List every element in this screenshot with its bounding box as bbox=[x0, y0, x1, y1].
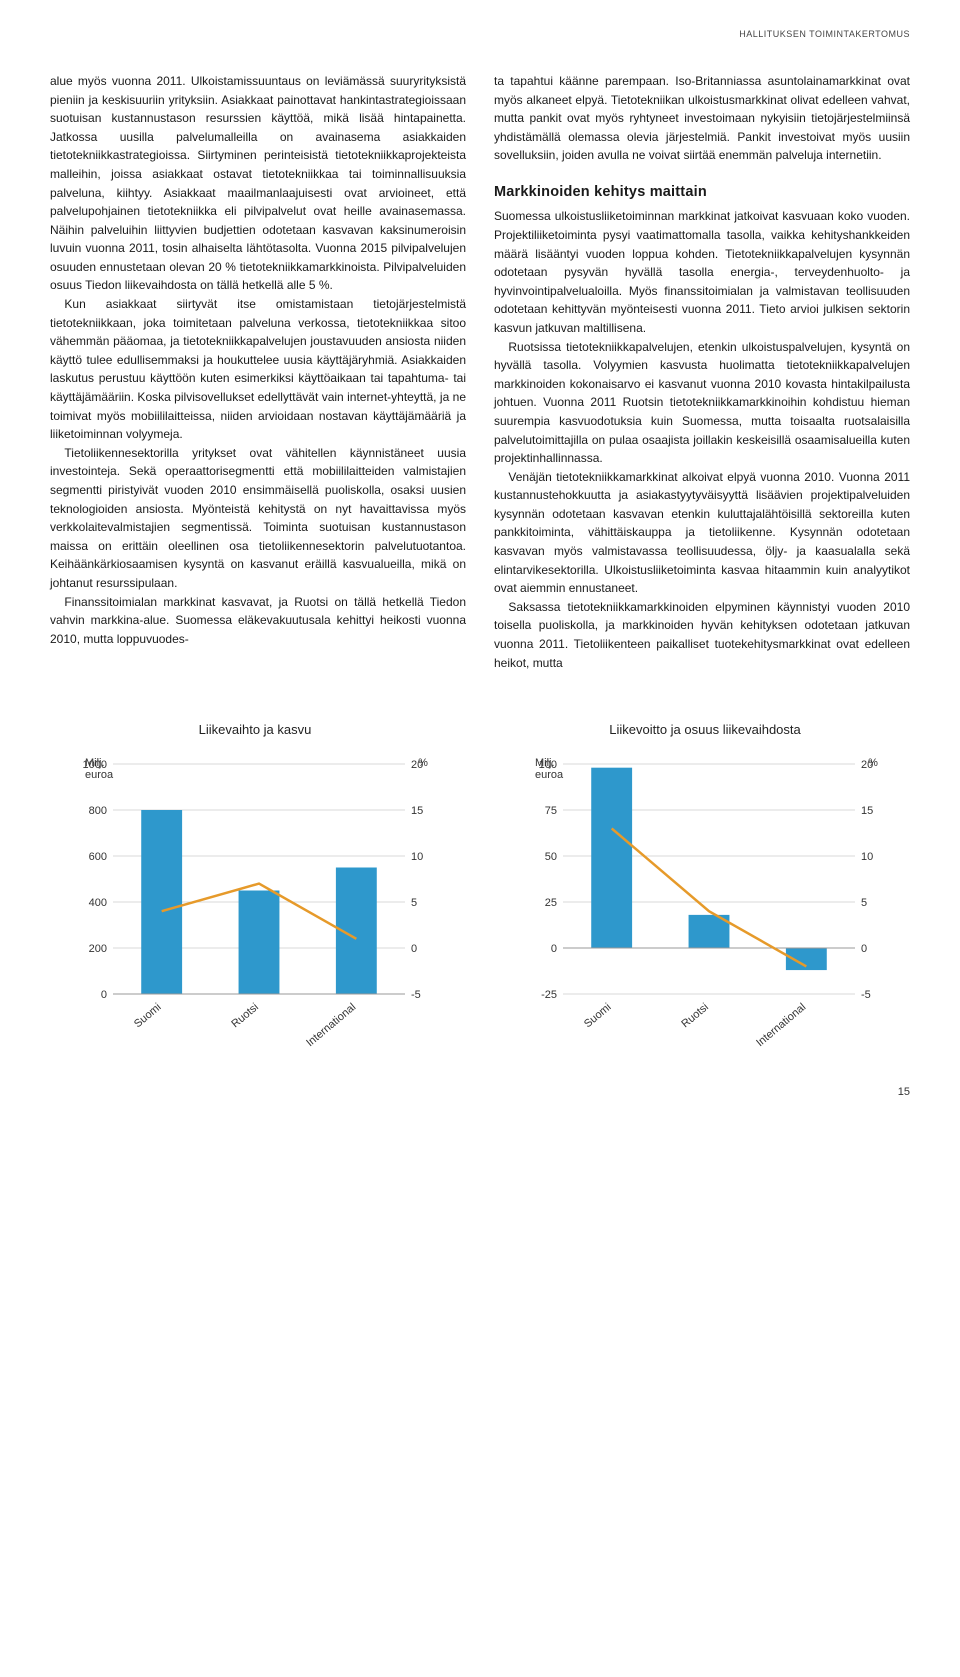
svg-text:5: 5 bbox=[861, 897, 867, 909]
svg-text:Milj.: Milj. bbox=[85, 757, 105, 769]
column-right: ta tapahtui käänne parempaan. Iso-Britan… bbox=[494, 72, 910, 672]
section-heading: Markkinoiden kehitys maittain bbox=[494, 181, 910, 203]
body-paragraph: alue myös vuonna 2011. Ulkoistamissuunta… bbox=[50, 72, 466, 295]
svg-text:0: 0 bbox=[101, 989, 107, 1001]
svg-text:euroa: euroa bbox=[85, 769, 114, 781]
svg-text:50: 50 bbox=[545, 851, 557, 863]
chart-profit-share: Liikevoitto ja osuus liikevaihdosta -25 0… bbox=[515, 720, 895, 1060]
chart-svg: -250255075100-505101520Milj.euroa%SuomiR… bbox=[515, 754, 895, 1054]
charts-row: Liikevaihto ja kasvu 0 200 400 600 800 10 0 0 -5… bbox=[50, 720, 910, 1060]
svg-text:800: 800 bbox=[89, 805, 107, 817]
svg-text:0: 0 bbox=[551, 943, 557, 955]
svg-text:euroa: euroa bbox=[535, 769, 564, 781]
svg-text:Ruotsi: Ruotsi bbox=[229, 1001, 261, 1030]
svg-text:10: 10 bbox=[861, 851, 873, 863]
svg-text:Milj.: Milj. bbox=[535, 757, 555, 769]
svg-text:International: International bbox=[304, 1001, 358, 1049]
svg-text:%: % bbox=[868, 757, 878, 769]
svg-text:10: 10 bbox=[411, 851, 423, 863]
svg-text:25: 25 bbox=[545, 897, 557, 909]
svg-text:Suomi: Suomi bbox=[132, 1001, 164, 1030]
svg-text:75: 75 bbox=[545, 805, 557, 817]
svg-text:200: 200 bbox=[89, 943, 107, 955]
chart-svg: 02004006008001000-505101520Milj.euroa%Su… bbox=[65, 754, 445, 1054]
chart-title: Liikevaihto ja kasvu bbox=[65, 720, 445, 740]
svg-text:15: 15 bbox=[411, 805, 423, 817]
body-paragraph: Suomessa ulkoistusliiketoiminnan markkin… bbox=[494, 207, 910, 337]
svg-text:Ruotsi: Ruotsi bbox=[679, 1001, 711, 1030]
page-header-label: HALLITUKSEN TOIMINTAKERTOMUS bbox=[50, 28, 910, 42]
chart-revenue-growth: Liikevaihto ja kasvu 02004006008001000-5… bbox=[65, 720, 445, 1060]
svg-text:Suomi: Suomi bbox=[582, 1001, 614, 1030]
svg-text:-5: -5 bbox=[411, 989, 421, 1001]
body-paragraph: Kun asiakkaat siirtyvät itse omistamista… bbox=[50, 295, 466, 444]
svg-text:0: 0 bbox=[411, 943, 417, 955]
svg-text:15: 15 bbox=[861, 805, 873, 817]
chart-title: Liikevoitto ja osuus liikevaihdosta bbox=[515, 720, 895, 740]
text-columns: alue myös vuonna 2011. Ulkoistamissuunta… bbox=[50, 72, 910, 672]
body-paragraph: Finanssitoimialan markkinat kasvavat, ja… bbox=[50, 593, 466, 649]
page-number: 15 bbox=[50, 1084, 910, 1101]
body-paragraph: Ruotsissa tietotekniikkapalvelujen, eten… bbox=[494, 338, 910, 468]
svg-text:5: 5 bbox=[411, 897, 417, 909]
svg-text:%: % bbox=[418, 757, 428, 769]
svg-text:-25: -25 bbox=[541, 989, 557, 1001]
svg-text:International: International bbox=[754, 1001, 808, 1049]
body-paragraph: Tietoliikennesektorilla yritykset ovat v… bbox=[50, 444, 466, 593]
svg-text:600: 600 bbox=[89, 851, 107, 863]
body-paragraph: ta tapahtui käänne parempaan. Iso-Britan… bbox=[494, 72, 910, 165]
svg-text:-5: -5 bbox=[861, 989, 871, 1001]
svg-text:400: 400 bbox=[89, 897, 107, 909]
body-paragraph: Saksassa tietotekniikkamarkkinoiden elpy… bbox=[494, 598, 910, 672]
column-left: alue myös vuonna 2011. Ulkoistamissuunta… bbox=[50, 72, 466, 672]
svg-text:0: 0 bbox=[861, 943, 867, 955]
body-paragraph: Venäjän tietotekniikkamarkkinat alkoivat… bbox=[494, 468, 910, 598]
